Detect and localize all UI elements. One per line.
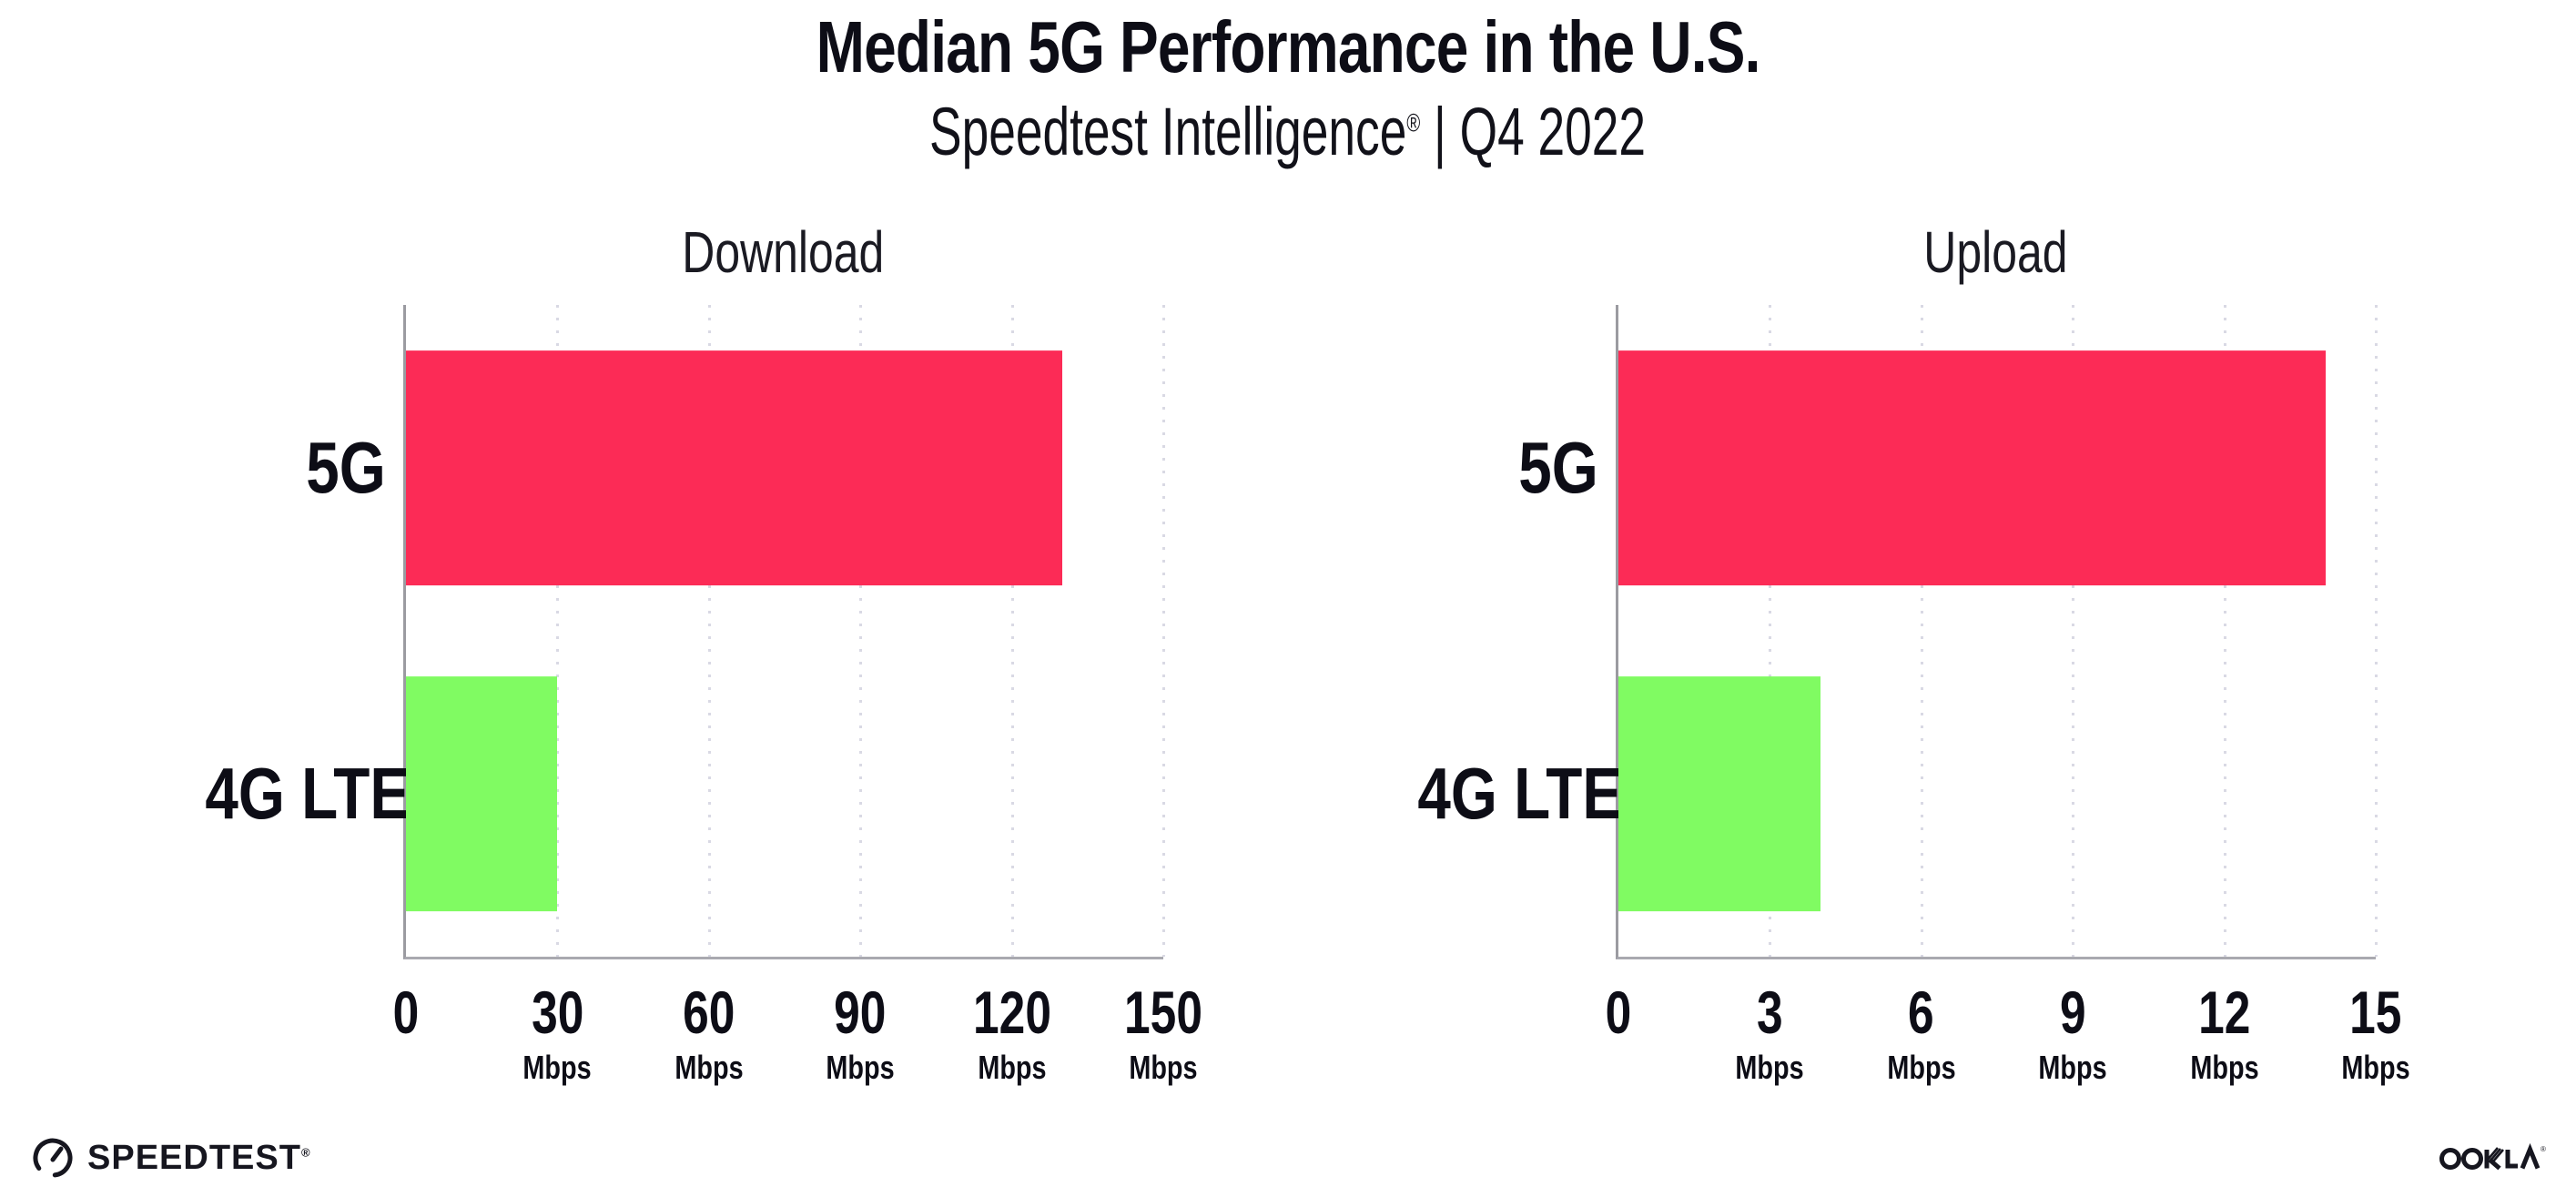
- page-title: Median 5G Performance in the U.S.: [816, 6, 1761, 87]
- speedtest-logo: SPEEDTEST®: [31, 1136, 311, 1180]
- charts-container: Download 5G 4G LTE 0 30 Mbps 60 Mbps 90 Mbps 120 M…: [157, 218, 2410, 1084]
- gridline-3: [1769, 305, 1772, 957]
- registered-mark: ®: [1406, 108, 1421, 137]
- tick-0: 0: [392, 979, 420, 1046]
- tick-30: 30 Mbps: [522, 979, 592, 1086]
- bar-4g-lte: [1618, 676, 1820, 911]
- speedtest-wordmark: SPEEDTEST®: [87, 1138, 311, 1177]
- upload-chart-title: Upload: [1923, 219, 2068, 285]
- tick-60: 60 Mbps: [674, 979, 744, 1086]
- gridline-90: [859, 305, 863, 957]
- gridline-60: [707, 305, 711, 957]
- gridline-150: [1162, 305, 1165, 957]
- tick-6: 6 Mbps: [1887, 979, 1956, 1086]
- x-axis-ticks: 0 3 Mbps 6 Mbps 9 Mbps 12 Mbps 15 Mbps: [1606, 957, 2410, 1093]
- page-subtitle: Speedtest Intelligence® | Q4 2022: [0, 93, 2576, 170]
- bar-5g: [1618, 350, 2326, 585]
- ookla-logo: ®: [2439, 1140, 2549, 1182]
- gridline-15: [2375, 305, 2378, 957]
- bar-4g-lte: [406, 676, 558, 911]
- upload-chart-panel: Upload 5G 4G LTE 0 3 Mbps 6 Mbps 9 Mbps 12 Mbps 15 M…: [1370, 218, 2410, 1084]
- category-label-4g-lte: 4G LTE: [205, 753, 411, 834]
- subtitle-period: | Q4 2022: [1420, 94, 1647, 169]
- tick-120: 120 Mbps: [972, 979, 1051, 1086]
- category-label-5g: 5G: [1518, 427, 1598, 508]
- download-plot-area: 5G 4G LTE 0 30 Mbps 60 Mbps 90 Mbps 120 Mbps 150 Mbp…: [205, 305, 1202, 1084]
- tick-90: 90 Mbps: [826, 979, 895, 1086]
- download-chart-panel: Download 5G 4G LTE 0 30 Mbps 60 Mbps 90 Mbps 120 M…: [157, 218, 1202, 1084]
- tick-3: 3 Mbps: [1735, 979, 1804, 1086]
- x-axis-ticks: 0 30 Mbps 60 Mbps 90 Mbps 120 Mbps 150 Mbps: [393, 957, 1202, 1093]
- gridline-12: [2223, 305, 2226, 957]
- category-label-5g: 5G: [306, 427, 386, 508]
- bar-5g: [406, 350, 1063, 585]
- tick-0: 0: [1605, 979, 1632, 1046]
- gridline-120: [1010, 305, 1014, 957]
- download-chart-title: Download: [682, 219, 885, 285]
- upload-plot-area: 5G 4G LTE 0 3 Mbps 6 Mbps 9 Mbps 12 Mbps 15 Mbps: [1417, 305, 2410, 1084]
- tick-150: 150 Mbps: [1124, 979, 1202, 1086]
- tick-12: 12 Mbps: [2189, 979, 2259, 1086]
- gridline-6: [1920, 305, 1923, 957]
- ookla-wordmark-icon: ®: [2439, 1142, 2546, 1171]
- tick-9: 9 Mbps: [2038, 979, 2107, 1086]
- speedtest-gauge-icon: [33, 1138, 73, 1178]
- gridline-9: [2072, 305, 2075, 957]
- speedtest-registered-mark: ®: [300, 1144, 311, 1159]
- category-label-4g-lte: 4G LTE: [1417, 753, 1623, 834]
- tick-15: 15 Mbps: [2341, 979, 2410, 1086]
- gridline-30: [556, 305, 560, 957]
- subtitle-brand: Speedtest Intelligence: [929, 94, 1407, 169]
- ookla-registered-mark: ®: [2541, 1145, 2546, 1153]
